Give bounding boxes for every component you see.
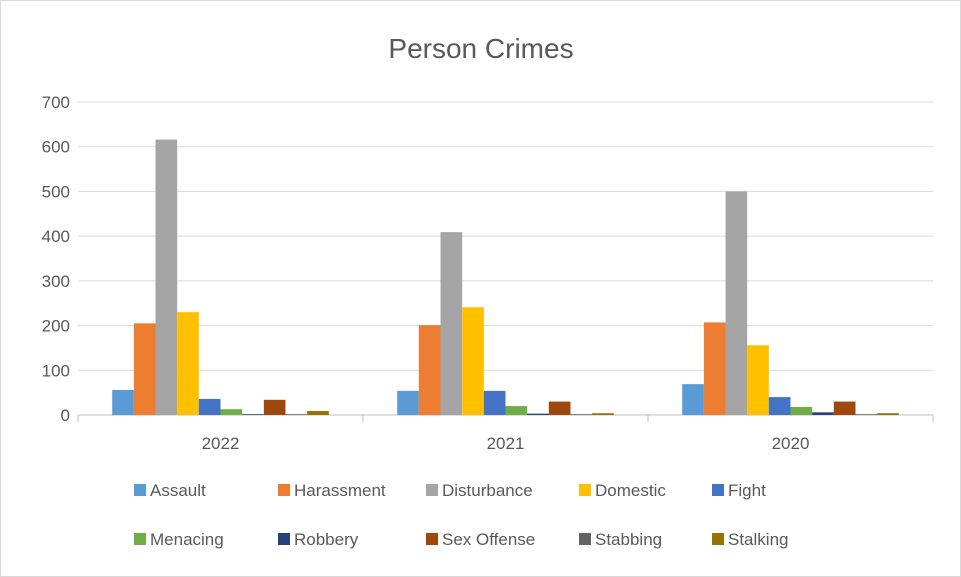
legend-swatch-assault: [134, 484, 146, 496]
bar-sex-offense-2022: [263, 399, 286, 415]
legend-swatch-domestic: [579, 484, 591, 496]
legend-label-robbery: Robbery: [294, 530, 359, 549]
y-tick-label-500: 500: [42, 182, 70, 201]
bar-robbery-2022: [242, 414, 264, 415]
bar-assault-2021: [397, 390, 419, 415]
x-tick-label-2021: 2021: [487, 434, 525, 453]
bar-stalking-2021: [592, 413, 614, 415]
legend-swatch-stabbing: [579, 533, 591, 545]
bar-menacing-2020: [790, 406, 813, 415]
bar-harassment-2021: [418, 325, 441, 415]
bar-sex-offense-2020: [833, 401, 856, 415]
bar-fight-2021: [483, 390, 506, 415]
bar-disturbance-2022: [155, 139, 178, 415]
bar-stalking-2022: [307, 410, 329, 415]
gridlines: [78, 101, 933, 371]
bar-disturbance-2021: [440, 232, 463, 415]
bar-domestic-2021: [462, 307, 484, 415]
legend-swatch-fight: [712, 484, 724, 496]
chart-title: Person Crimes: [388, 33, 573, 64]
y-tick-label-100: 100: [42, 361, 70, 380]
legend-label-stabbing: Stabbing: [595, 530, 662, 549]
y-tick-label-400: 400: [42, 227, 70, 246]
legend-label-harassment: Harassment: [294, 481, 386, 500]
x-tick-label-2020: 2020: [772, 434, 810, 453]
legend-label-disturbance: Disturbance: [442, 481, 533, 500]
bar-robbery-2021: [527, 413, 549, 415]
x-tick-label-2022: 2022: [202, 434, 240, 453]
legend: Assault Harassment Disturbance Domestic Figh…: [134, 481, 788, 549]
y-tick-label-300: 300: [42, 272, 70, 291]
bar-domestic-2020: [747, 345, 769, 415]
y-tick-label-700: 700: [42, 93, 70, 112]
bar-stalking-2020: [877, 413, 899, 415]
bar-stabbing-2021: [570, 414, 593, 415]
y-tick-label-600: 600: [42, 138, 70, 157]
bar-harassment-2022: [133, 323, 156, 415]
legend-swatch-disturbance: [426, 484, 438, 496]
legend-label-assault: Assault: [150, 481, 206, 500]
bar-menacing-2021: [505, 406, 528, 415]
bar-menacing-2022: [220, 409, 243, 415]
bar-assault-2020: [682, 384, 704, 415]
legend-swatch-menacing: [134, 533, 146, 545]
bar-harassment-2020: [703, 322, 726, 415]
legend-label-fight: Fight: [728, 481, 766, 500]
legend-swatch-sex-offense: [426, 533, 438, 545]
legend-swatch-harassment: [278, 484, 290, 496]
y-tick-label-200: 200: [42, 317, 70, 336]
y-tick-label-0: 0: [61, 406, 70, 425]
bar-fight-2022: [198, 398, 221, 415]
bar-robbery-2020: [812, 412, 834, 415]
bar-domestic-2022: [177, 312, 199, 415]
bars: [112, 139, 899, 415]
bar-stabbing-2022: [285, 414, 308, 415]
legend-label-domestic: Domestic: [595, 481, 666, 500]
axes: 0 100 200 300 400 500 600 700 2022 2021 2020: [42, 93, 934, 453]
legend-label-stalking: Stalking: [728, 530, 788, 549]
legend-label-sex-offense: Sex Offense: [442, 530, 535, 549]
bar-assault-2022: [112, 389, 134, 415]
bar-fight-2020: [768, 397, 791, 415]
bar-disturbance-2020: [725, 191, 748, 415]
legend-swatch-stalking: [712, 533, 724, 545]
legend-label-menacing: Menacing: [150, 530, 224, 549]
bar-sex-offense-2021: [548, 401, 571, 415]
bar-stabbing-2020: [855, 414, 878, 415]
legend-swatch-robbery: [278, 533, 290, 545]
